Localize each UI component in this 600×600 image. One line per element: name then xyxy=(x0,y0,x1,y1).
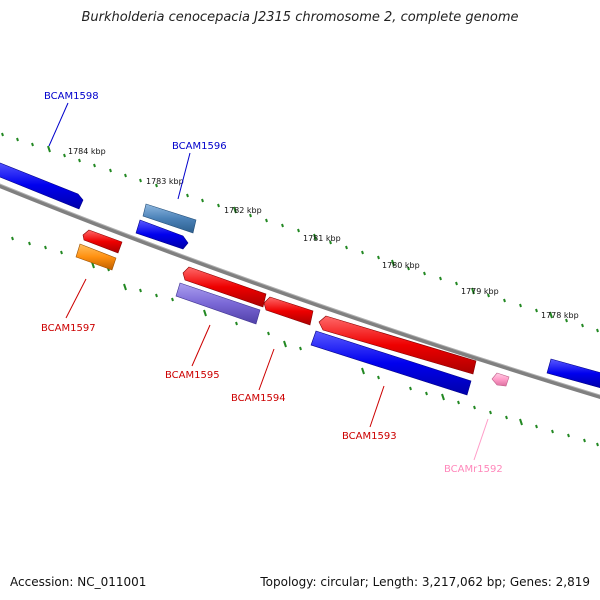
leader-bcam1596 xyxy=(177,152,191,200)
gene-bcam1596[interactable] xyxy=(135,219,189,250)
outer-tick-ruler xyxy=(1,132,599,333)
genome-summary-text: Topology: circular; Length: 3,217,062 bp… xyxy=(260,575,590,589)
tick-label-1783: 1783 kbp xyxy=(146,177,184,186)
accession-text: Accession: NC_011001 xyxy=(10,575,147,589)
gene-bcam1596-upper[interactable] xyxy=(142,203,197,234)
tick-label-1780: 1780 kbp xyxy=(382,261,420,270)
gene-bcam1594[interactable] xyxy=(263,296,314,326)
gene-bcamr1592[interactable] xyxy=(491,372,510,387)
gene-bcam1595-red[interactable] xyxy=(182,266,267,308)
map-title: Burkholderia cenocepacia J2315 chromosom… xyxy=(81,10,519,25)
label-bcam1593[interactable]: BCAM1593 xyxy=(342,431,397,442)
gene-right-edge[interactable] xyxy=(546,358,600,389)
inner-tick-ruler xyxy=(11,236,599,447)
tick-label-1784: 1784 kbp xyxy=(68,147,106,156)
tick-label-1782: 1782 kbp xyxy=(224,206,262,215)
gene-bcam1595[interactable] xyxy=(175,282,261,325)
gene-bcam1598[interactable] xyxy=(0,161,84,210)
gene-bcam1597-red[interactable] xyxy=(82,229,123,254)
gene-bcam1593[interactable] xyxy=(310,330,472,396)
tick-label-1779: 1779 kbp xyxy=(461,287,499,296)
label-bcam1596[interactable]: BCAM1596 xyxy=(172,141,227,152)
gene-bcam1593-red[interactable] xyxy=(318,315,477,375)
label-bcamr1592[interactable]: BCAMr1592 xyxy=(444,464,503,475)
leader-bcamr1592 xyxy=(473,418,489,461)
leader-bcam1597 xyxy=(65,278,87,319)
leader-bcam1595 xyxy=(191,324,211,367)
leader-bcam1598 xyxy=(48,102,69,147)
label-bcam1594[interactable]: BCAM1594 xyxy=(231,393,286,404)
leader-bcam1594 xyxy=(258,348,275,391)
tick-label-1778: 1778 kbp xyxy=(541,311,579,320)
label-bcam1598[interactable]: BCAM1598 xyxy=(44,91,99,102)
gene-bcam1597[interactable] xyxy=(75,243,117,271)
leader-bcam1593 xyxy=(369,385,385,428)
tick-label-1781: 1781 kbp xyxy=(303,234,341,243)
chromosome-backbone xyxy=(0,183,600,400)
label-bcam1595[interactable]: BCAM1595 xyxy=(165,370,220,381)
label-bcam1597[interactable]: BCAM1597 xyxy=(41,323,96,334)
